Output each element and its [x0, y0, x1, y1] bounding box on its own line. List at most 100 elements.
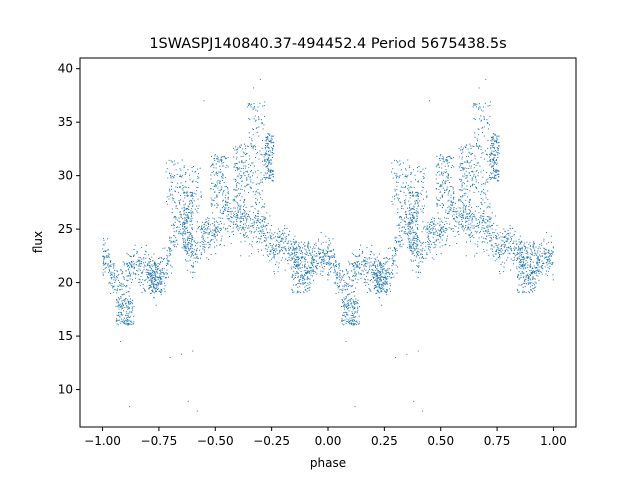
data-point — [239, 161, 241, 163]
data-point — [391, 162, 393, 164]
data-point — [345, 284, 347, 286]
data-point — [356, 302, 358, 304]
data-point — [509, 247, 511, 249]
data-point — [490, 153, 492, 155]
data-point — [129, 271, 131, 273]
data-point — [253, 106, 255, 108]
data-point — [181, 176, 183, 178]
data-point — [470, 161, 472, 163]
data-point — [255, 215, 256, 217]
data-point — [297, 262, 299, 264]
data-point — [511, 238, 513, 240]
data-point — [188, 255, 190, 257]
data-point — [421, 186, 423, 188]
data-point — [110, 265, 112, 267]
data-point — [546, 259, 548, 261]
data-point — [293, 261, 295, 263]
data-point — [514, 255, 516, 257]
data-point — [172, 194, 174, 196]
data-point — [274, 248, 276, 250]
data-point — [226, 165, 228, 167]
data-point — [156, 270, 158, 272]
data-point — [418, 265, 420, 267]
data-point — [277, 252, 279, 254]
data-point — [450, 229, 452, 231]
data-point — [126, 312, 128, 314]
data-point — [465, 233, 467, 235]
data-point — [493, 154, 495, 156]
data-point — [412, 252, 414, 254]
data-point — [161, 269, 163, 271]
data-point — [275, 248, 277, 250]
data-point — [384, 290, 386, 292]
data-point — [227, 157, 229, 159]
data-point — [222, 165, 224, 167]
data-point — [143, 262, 145, 264]
data-point — [241, 229, 243, 231]
data-point — [260, 153, 262, 155]
data-point — [419, 271, 421, 273]
data-point — [155, 267, 157, 269]
data-point — [353, 323, 355, 325]
data-point — [484, 222, 486, 224]
data-point — [475, 165, 477, 167]
data-point — [138, 264, 140, 266]
data-point — [475, 177, 477, 179]
data-point — [406, 216, 408, 218]
data-point — [323, 250, 325, 252]
data-point — [504, 262, 506, 264]
data-point — [103, 260, 105, 262]
data-point — [265, 235, 267, 237]
data-point — [476, 252, 478, 254]
data-point — [244, 211, 246, 213]
data-point — [165, 201, 167, 203]
data-point — [102, 263, 104, 265]
data-point — [153, 296, 155, 298]
data-point — [495, 141, 497, 143]
data-point — [484, 102, 486, 104]
data-point — [141, 258, 143, 260]
data-point — [499, 273, 501, 275]
data-point — [503, 243, 505, 245]
data-point — [485, 231, 487, 233]
data-point — [523, 268, 525, 270]
data-point — [380, 291, 382, 293]
data-point — [548, 261, 550, 263]
data-point — [212, 163, 214, 165]
data-point — [173, 231, 175, 233]
data-point — [270, 245, 272, 247]
data-point — [381, 290, 383, 292]
data-point — [189, 224, 191, 226]
data-point — [498, 250, 500, 252]
data-point — [335, 272, 337, 274]
data-point — [381, 267, 383, 269]
data-point — [196, 205, 198, 207]
data-point — [497, 170, 499, 172]
data-point — [395, 249, 397, 251]
data-point — [264, 160, 266, 162]
data-point — [322, 256, 324, 258]
data-point — [442, 183, 444, 185]
data-point — [346, 311, 348, 313]
data-point — [477, 225, 479, 227]
data-point — [353, 322, 355, 324]
data-point — [108, 282, 110, 284]
data-point — [541, 260, 543, 262]
data-point — [280, 240, 282, 242]
data-point — [241, 189, 243, 191]
data-point — [308, 250, 310, 252]
data-point — [127, 266, 129, 268]
data-point — [422, 247, 424, 249]
data-point — [477, 128, 479, 130]
data-point — [373, 261, 375, 263]
data-point — [468, 227, 470, 229]
data-point — [131, 266, 133, 268]
data-point — [270, 251, 272, 253]
data-point — [431, 229, 433, 231]
data-point — [124, 320, 126, 322]
data-point — [421, 253, 423, 255]
data-point — [426, 226, 428, 228]
data-point — [271, 162, 273, 164]
data-point — [503, 246, 505, 248]
data-point — [220, 227, 222, 229]
